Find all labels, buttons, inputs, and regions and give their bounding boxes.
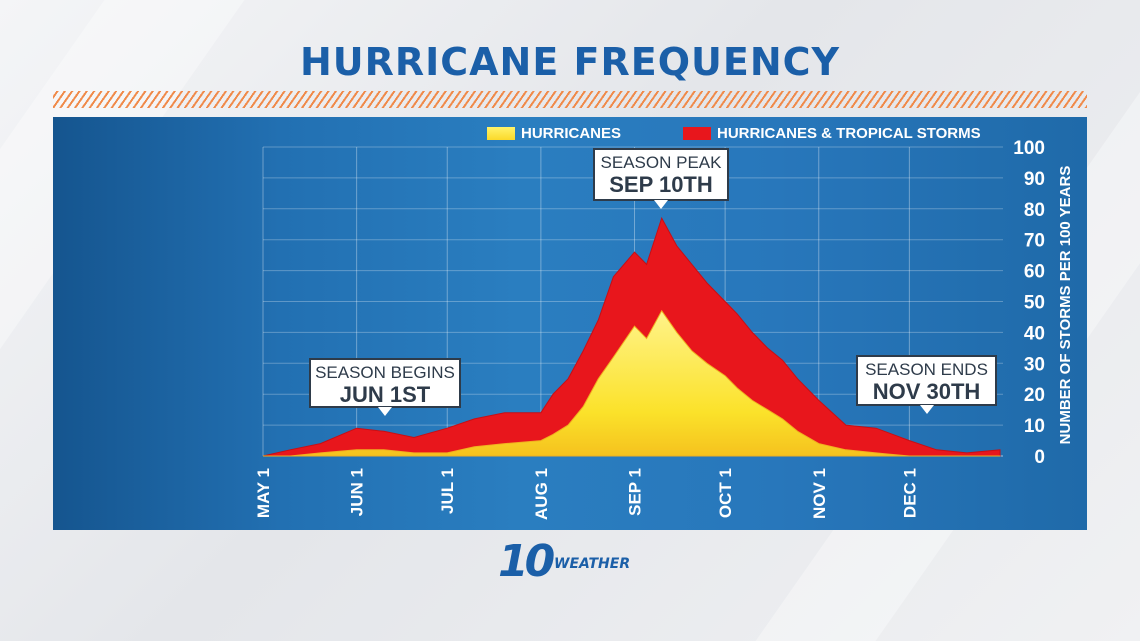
legend-label-hurricanes-tropical-storms: HURRICANES & TROPICAL STORMS — [717, 124, 981, 142]
y-tick-label: 20 — [1024, 385, 1045, 406]
x-tick-label: DEC 1 — [900, 468, 919, 518]
legend-item-hurricanes: HURRICANES — [487, 124, 621, 142]
annotation-season-ends: SEASON ENDS NOV 30TH — [856, 355, 997, 414]
x-tick-label: AUG 1 — [532, 468, 551, 520]
y-tick-label: 70 — [1024, 231, 1045, 252]
x-tick-label: MAY 1 — [254, 468, 273, 518]
legend-swatch-hurricanes — [487, 126, 515, 140]
y-tick-label: 30 — [1024, 354, 1045, 375]
y-tick-label: 60 — [1024, 262, 1045, 283]
annotation-season-begins: SEASON BEGINS JUN 1ST — [309, 358, 461, 416]
x-tick-label: OCT 1 — [716, 468, 735, 518]
y-tick-label: 90 — [1024, 169, 1045, 190]
chart-panel: MAY 1 JUN 1 JUL 1 AUG 1 SEP 1 OCT 1 NOV 1 DEC 1… — [53, 117, 1087, 530]
x-tick-layer: MAY 1 JUN 1 JUL 1 AUG 1 SEP 1 OCT 1 NOV 1 DEC 1 — [254, 468, 919, 520]
annotation-season-ends-label: SEASON ENDS — [865, 360, 988, 379]
y-tick-label: 10 — [1024, 416, 1045, 437]
legend-swatch-hurricanes-tropical-storms — [683, 126, 711, 140]
brand-logo-word: WEATHER — [554, 556, 630, 572]
x-tick-label: SEP 1 — [626, 468, 645, 516]
annotation-season-begins-date: JUN 1ST — [339, 382, 431, 407]
area-series-hurricanes — [263, 309, 1000, 457]
hurricane-frequency-chart: MAY 1 JUN 1 JUL 1 AUG 1 SEP 1 OCT 1 NOV 1 DEC 1… — [254, 138, 1074, 520]
area-layer — [262, 216, 1001, 457]
annotation-season-peak-date: SEP 10TH — [609, 172, 713, 197]
x-tick-label: NOV 1 — [810, 468, 829, 519]
annotation-season-ends-date: NOV 30TH — [872, 379, 981, 404]
decorative-hatch-band — [53, 91, 1087, 108]
y-tick-label: 100 — [1013, 138, 1045, 159]
annotation-season-peak: SEASON PEAK SEP 10TH — [593, 148, 729, 209]
y-tick-label: 0 — [1034, 447, 1045, 468]
annotation-pointer — [378, 407, 392, 416]
x-tick-label: JUN 1 — [348, 468, 367, 516]
x-tick-label: JUL 1 — [438, 468, 457, 514]
annotation-pointer — [919, 405, 934, 414]
legend-item-hurricanes-tropical-storms: HURRICANES & TROPICAL STORMS — [683, 124, 981, 142]
page-title: HURRICANE FREQUENCY — [299, 40, 841, 84]
y-tick-label: 50 — [1024, 293, 1045, 314]
y-axis-label: NUMBER OF STORMS PER 100 YEARS — [1057, 166, 1074, 445]
y-tick-label: 40 — [1024, 323, 1045, 344]
y-tick-layer: 0 10 20 30 40 50 60 70 80 90 100 — [1013, 138, 1045, 468]
brand-logo: 10 WEATHER — [498, 538, 630, 584]
brand-logo-number: 10 — [498, 538, 555, 584]
y-tick-label: 80 — [1024, 200, 1045, 221]
annotation-season-peak-label: SEASON PEAK — [600, 153, 722, 172]
annotation-season-begins-label: SEASON BEGINS — [315, 363, 455, 382]
legend-label-hurricanes: HURRICANES — [521, 124, 622, 142]
annotation-pointer — [654, 200, 668, 209]
